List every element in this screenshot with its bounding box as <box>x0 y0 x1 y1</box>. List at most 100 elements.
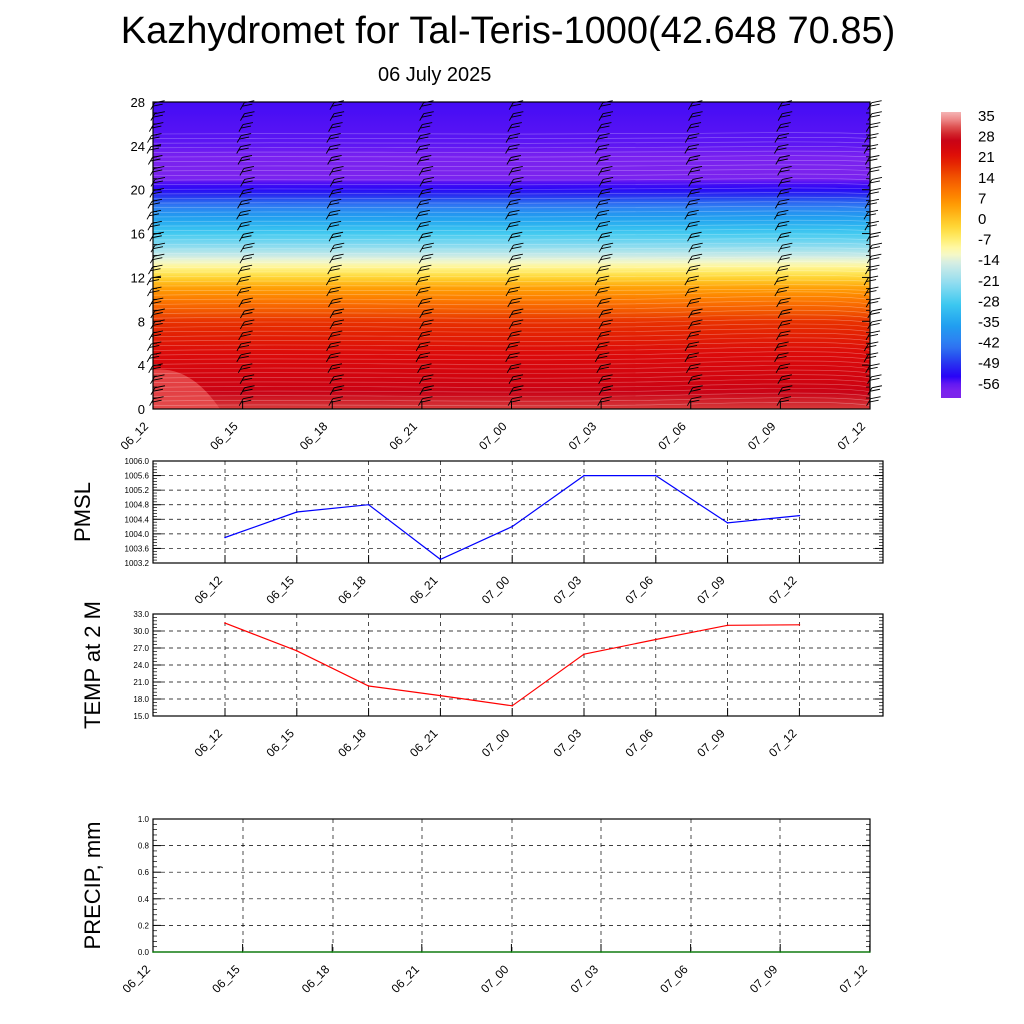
precip-data-point <box>689 951 692 953</box>
barb-flag <box>509 209 520 213</box>
barb-flag <box>599 275 610 279</box>
wind-barb <box>238 297 253 308</box>
wind-barb <box>329 176 345 187</box>
barb-flag <box>869 264 880 268</box>
barb-flag <box>421 330 432 334</box>
barb-flag <box>866 344 877 348</box>
wind-barb <box>687 253 703 264</box>
wind-barb <box>598 385 614 395</box>
barb-flag <box>871 100 882 104</box>
wind-barb <box>326 341 341 352</box>
barb-staff <box>238 124 244 132</box>
wind-barb <box>416 133 431 143</box>
precip-y-label: 0.0 <box>138 948 150 957</box>
precip-data-point <box>510 951 513 953</box>
barb-flag <box>686 213 697 217</box>
barb-flag <box>509 125 520 129</box>
wind-barb <box>866 253 882 264</box>
pmsl-y-label: 1006.0 <box>125 457 150 466</box>
barb-flag <box>782 111 793 115</box>
barb-flag <box>333 187 344 191</box>
barb-flag <box>776 355 787 359</box>
wind-barb <box>777 319 793 330</box>
temp-data-point <box>726 624 729 627</box>
barb-flag <box>686 147 697 151</box>
wind-barb <box>240 111 255 121</box>
barb-flag <box>689 198 700 202</box>
barb-flag <box>243 166 254 169</box>
barb-flag <box>332 246 343 250</box>
barb-flag <box>149 355 160 359</box>
precip-x-label: 07_03 <box>568 962 602 996</box>
wind-barb <box>506 155 521 165</box>
barb-flag <box>244 385 255 389</box>
barb-flag <box>512 166 523 169</box>
wind-barb <box>596 330 612 341</box>
temp-data-point <box>655 638 657 641</box>
pmsl-y-label: 1003.6 <box>125 544 150 553</box>
contour-line <box>152 379 871 384</box>
wind-barb <box>329 385 345 395</box>
barb-flag <box>599 144 610 147</box>
barb-flag <box>417 147 429 151</box>
barb-flag <box>152 246 164 250</box>
wind-barb <box>237 363 253 374</box>
wind-barb <box>237 220 252 231</box>
barb-flag <box>331 103 342 107</box>
barb-flag <box>688 144 699 147</box>
wind-barb <box>328 231 344 242</box>
barb-flag <box>509 333 520 337</box>
wind-barb <box>864 198 880 209</box>
barb-flag <box>778 341 789 345</box>
barb-flag <box>243 187 254 191</box>
barb-flag <box>601 180 612 184</box>
wind-barb <box>507 122 522 132</box>
temp-data-point <box>511 705 513 707</box>
barb-flag <box>244 176 255 180</box>
barb-flag <box>600 323 611 326</box>
barb-flag <box>779 257 790 261</box>
y-tick-label: 0 <box>138 402 145 417</box>
precip-panel: 0.0 0.2 0.4 0.6 0.8 1.0 06_12 06_15 06_18 06_21 07… <box>80 815 871 996</box>
barb-staff <box>328 124 333 132</box>
temp-x-label: 07_12 <box>766 726 800 760</box>
barb-flag <box>690 297 702 301</box>
barb-flag <box>513 111 524 115</box>
barb-flag <box>242 103 253 107</box>
barb-flag <box>507 279 518 283</box>
barb-flag <box>781 319 793 323</box>
pmsl-data-point <box>224 536 226 539</box>
contour-line <box>152 238 871 241</box>
barb-flag <box>598 158 609 162</box>
barb-flag <box>241 257 253 261</box>
barb-flag <box>778 333 789 337</box>
barb-flag <box>691 396 702 400</box>
barb-flag <box>867 268 878 272</box>
y-tick-label: 24 <box>131 139 145 154</box>
barb-flag <box>871 385 883 389</box>
wind-barb <box>415 286 431 297</box>
wind-barb <box>688 111 703 121</box>
precip-x-label: 07_12 <box>836 962 870 996</box>
barb-flag <box>330 235 342 239</box>
barb-flag <box>150 366 161 370</box>
wind-barb <box>329 111 345 121</box>
barb-flag <box>330 209 341 213</box>
contour-line <box>152 374 871 379</box>
contour-line <box>152 169 871 172</box>
wind-barb <box>327 363 343 374</box>
temp-data-point <box>224 622 226 624</box>
wind-barb <box>505 341 520 352</box>
barb-flag <box>507 213 518 217</box>
barb-flag <box>242 363 253 367</box>
barb-flag <box>332 396 343 400</box>
barb-flag <box>333 319 345 323</box>
barb-flag <box>330 144 341 147</box>
contour-line <box>152 319 871 324</box>
barb-flag <box>421 363 432 367</box>
wind-barb <box>597 231 613 242</box>
barb-flag <box>779 235 790 239</box>
x-tick-label: 07_12 <box>835 419 869 453</box>
pmsl-x-label: 07_12 <box>766 573 800 607</box>
barb-flag <box>238 213 249 217</box>
